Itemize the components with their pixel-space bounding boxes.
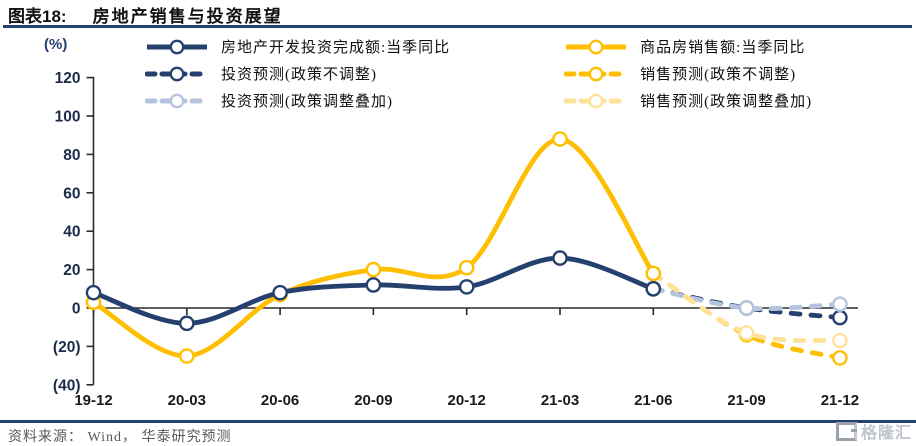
dashed-line-marker-icon: [144, 93, 210, 109]
series-marker-4-1: [738, 300, 755, 316]
y-axis-tick-label: 100: [55, 109, 81, 126]
chart-canvas: (40) (20) 0 20 40 60 80 100 120 19-12 20-03 20-06 20…: [53, 70, 859, 409]
legend-item-investment-forecast-adjusted: 投资预测(政策调整叠加): [144, 87, 450, 114]
legend-label: 销售预测(政策不调整): [640, 67, 797, 83]
x-axis-tick-label: 21-09: [727, 392, 765, 409]
figure-title: 图表18: 房地产销售与投资展望: [8, 2, 283, 27]
series-marker-1-5: [552, 131, 568, 147]
series-marker-5-2: [832, 332, 848, 349]
legend-label: 房地产开发投资完成额:当季同比: [221, 40, 451, 56]
series-marker-1-4: [458, 259, 475, 276]
legend-column-sales: 商品房销售额:当季同比 销售预测(政策不调整) 销售预测(政策调整叠加): [563, 33, 813, 114]
series-marker-3-2: [832, 350, 848, 366]
series-marker-0-3: [365, 277, 382, 293]
x-axis-tick-label: 20-03: [168, 392, 206, 409]
legend-item-sales-forecast-baseline: 销售预测(政策不调整): [563, 60, 812, 87]
legend: 房地产开发投资完成额:当季同比 投资预测(政策不调整) 投资预测(政策调整叠加)…: [144, 33, 813, 114]
y-axis-tick-label: 120: [55, 70, 81, 87]
legend-label: 投资预测(政策不调整): [221, 67, 377, 83]
dashed-line-marker-icon: [144, 66, 210, 82]
x-axis-tick-label: 21-03: [541, 392, 579, 409]
legend-label: 投资预测(政策调整叠加): [221, 94, 393, 110]
series-marker-0-5: [552, 250, 568, 266]
legend-item-investment-actual: 房地产开发投资完成额:当季同比: [145, 33, 450, 60]
x-axis-tick-label: 21-06: [634, 392, 672, 409]
x-axis-tick-label: 21-12: [821, 392, 859, 409]
legend-item-sales-forecast-adjusted: 销售预测(政策调整叠加): [563, 87, 813, 114]
series-marker-1-1: [178, 348, 195, 364]
dashed-line-marker-icon: [563, 66, 629, 82]
legend-item-sales-actual: 商品房销售额:当季同比: [564, 33, 812, 60]
line-marker-icon: [145, 39, 209, 55]
source-note: 资料来源： Wind， 华泰研究预测: [8, 430, 232, 445]
y-axis-tick-label: 0: [72, 301, 81, 318]
series-marker-1-3: [365, 261, 382, 278]
series-marker-2-2: [832, 309, 848, 326]
y-axis-tick-label: 20: [63, 262, 80, 279]
legend-column-investment: 房地产开发投资完成额:当季同比 投资预测(政策不调整) 投资预测(政策调整叠加): [144, 33, 450, 114]
series-line-4: [650, 286, 843, 312]
series-marker-4-2: [832, 296, 848, 312]
legend-label: 销售预测(政策调整叠加): [640, 94, 813, 110]
gelonghui-logo-icon: [835, 421, 857, 441]
x-axis-tick-label: 20-06: [261, 392, 299, 409]
figure-name: 房地产销售与投资展望: [92, 7, 283, 26]
series-marker-0-2: [272, 284, 288, 301]
legend-item-investment-forecast-baseline: 投资预测(政策不调整): [144, 60, 450, 87]
line-marker-icon: [564, 39, 628, 55]
title-divider: [3, 25, 912, 28]
x-axis-tick-label: 20-12: [448, 392, 486, 409]
y-axis-unit: (%): [44, 36, 68, 53]
y-axis-tick-label: 60: [63, 185, 80, 202]
gelonghui-logo: 格隆汇: [835, 419, 912, 443]
x-axis-tick-label: 20-09: [354, 392, 392, 409]
y-axis-tick-label: 80: [63, 147, 80, 164]
series-marker-0-6: [645, 280, 662, 297]
gelonghui-logo-text: 格隆汇: [860, 425, 912, 442]
series-marker-0-0: [85, 284, 102, 301]
legend-label: 商品房销售额:当季同比: [640, 40, 806, 56]
dashed-line-marker-icon: [563, 93, 629, 109]
y-axis-tick-label: 40: [63, 224, 80, 241]
footer-divider: [0, 420, 916, 423]
y-axis-tick-label: (40): [53, 377, 81, 394]
series-marker-1-6: [645, 265, 662, 282]
x-axis-tick-label: 19-12: [74, 392, 112, 409]
figure-number: 图表18:: [8, 7, 67, 26]
series-marker-0-1: [178, 315, 195, 332]
series-marker-0-4: [458, 279, 475, 295]
y-axis-tick-label: (20): [53, 339, 81, 356]
series-marker-5-1: [738, 325, 755, 341]
